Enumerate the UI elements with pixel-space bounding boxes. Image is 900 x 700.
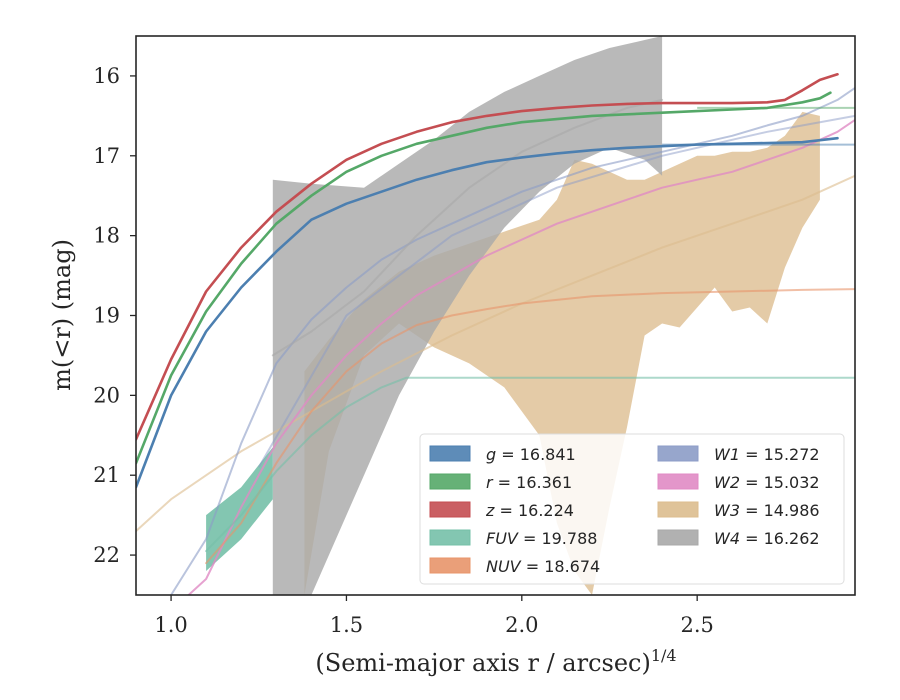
series-line-w2 [187, 118, 855, 595]
y-tick-label: 18 [93, 224, 120, 248]
y-tick-label: 21 [93, 463, 120, 487]
legend-label-fuv: FUV = 19.788 [486, 529, 597, 548]
series-line-w1 [170, 86, 855, 595]
legend-swatch-w1 [657, 445, 699, 462]
legend-label-nuv: NUV = 18.674 [486, 557, 600, 576]
legend-box [419, 433, 845, 585]
x-axis: 1.0 1.5 2.0 2.5 [154, 595, 714, 637]
legend-swatch-z [429, 501, 471, 518]
y-tick-label: 16 [93, 64, 120, 88]
x-axis-label-superscript: 1/4 [651, 646, 677, 665]
series-line-g [136, 136, 839, 489]
legend-label-w3: W3 = 14.986 [714, 501, 820, 520]
x-tick-label: 2.5 [680, 613, 713, 637]
legend-swatch-r [429, 473, 471, 490]
band-w3 [304, 111, 820, 595]
series-lines [136, 73, 855, 595]
x-tick-label: 2.0 [505, 613, 538, 637]
band-w4 [272, 36, 663, 595]
y-axis-label: m(<r) (mag) [48, 239, 76, 391]
x-tick-label: 1.5 [330, 613, 363, 637]
x-tick-label: 1.0 [154, 613, 187, 637]
legend-label-w4: W4 = 16.262 [714, 529, 820, 548]
series-line-fuv [205, 376, 855, 553]
series-line-w3 [136, 174, 855, 533]
x-axis-label: (Semi-major axis r / arcsec)1/4 [315, 646, 676, 677]
legend-label-r: r = 16.361 [486, 473, 572, 492]
legend: g = 16.841 r = 16.361 z = 16.224 FUV = 19.7… [419, 433, 845, 585]
legend-label-z: z = 16.224 [485, 501, 574, 520]
legend-swatch-nuv [429, 557, 471, 574]
y-tick-label: 19 [93, 304, 120, 328]
y-axis: 16 17 18 19 20 21 22 [93, 64, 136, 567]
legend-swatch-w3 [657, 501, 699, 518]
model-line-w1 [257, 114, 855, 468]
legend-label-w2: W2 = 15.032 [714, 473, 820, 492]
series-line-z [136, 73, 839, 441]
y-tick-label: 22 [93, 543, 120, 567]
legend-swatch-w2 [657, 473, 699, 490]
legend-label-g: g = 16.841 [486, 445, 576, 464]
legend-swatch-g [429, 445, 471, 462]
series-line-nuv [205, 288, 855, 565]
y-tick-label: 20 [93, 383, 120, 407]
y-tick-label: 17 [93, 144, 120, 168]
legend-swatch-w4 [657, 529, 699, 546]
legend-swatch-fuv [429, 529, 471, 546]
legend-label-w1: W1 = 15.272 [714, 445, 820, 464]
series-line-r [136, 91, 832, 465]
